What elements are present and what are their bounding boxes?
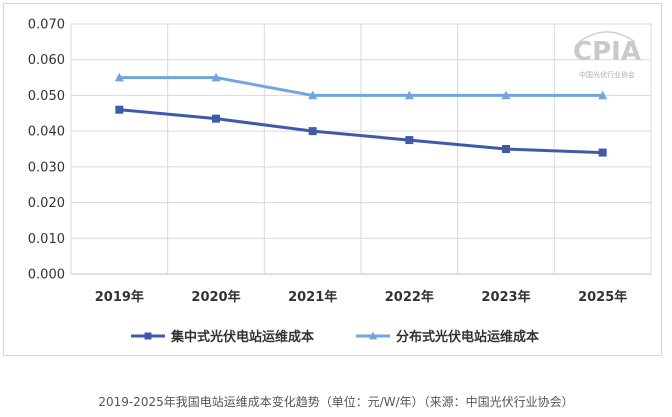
series-line	[119, 76, 603, 97]
y-tick-label: 0.050	[28, 89, 65, 104]
y-tick-label: 0.060	[28, 53, 65, 68]
y-tick-label: 0.020	[28, 196, 65, 211]
cpia-logo: CPIA 中国光伏行业协会	[573, 31, 641, 79]
triangle-marker	[211, 72, 221, 82]
y-tick-label: 0.010	[28, 232, 65, 247]
figure-caption: 2019-2025年我国电站运维成本变化趋势（单位：元/W/年）（来源：中国光伏…	[98, 395, 574, 409]
y-tick-label: 0.070	[28, 18, 65, 33]
logo-arc-icon	[578, 31, 636, 43]
square-marker	[308, 127, 317, 136]
line-chart: 0.000 0.010 0.020 0.030 0.040 0.050 0.060 0.070…	[28, 18, 652, 345]
logo-subtitle: 中国光伏行业协会	[579, 70, 635, 79]
triangle-marker	[404, 90, 414, 100]
triangle-marker	[308, 90, 318, 100]
triangle-marker	[598, 90, 608, 100]
x-tick-label: 2019年	[95, 289, 144, 305]
series-line	[119, 108, 603, 155]
legend-item-1: 集中式光伏电站运维成本	[131, 329, 314, 345]
square-marker	[212, 114, 220, 123]
y-tick-label: 0.040	[28, 125, 65, 140]
legend: 集中式光伏电站运维成本 分布式光伏电站运维成本	[131, 329, 539, 345]
chart-frame: 0.000 0.010 0.020 0.030 0.040 0.050 0.060 0.070…	[3, 3, 662, 356]
gridlines	[70, 23, 652, 275]
x-tick-label: 2021年	[288, 289, 337, 305]
y-axis-ticks: 0.000 0.010 0.020 0.030 0.040 0.050 0.060 0.070	[28, 18, 65, 283]
x-tick-label: 2023年	[481, 289, 530, 305]
y-tick-label: 0.000	[28, 268, 65, 283]
legend-label: 集中式光伏电站运维成本	[170, 329, 314, 345]
square-marker	[598, 148, 607, 157]
logo-name: CPIA	[573, 37, 641, 67]
square-marker	[405, 136, 414, 145]
triangle-marker	[501, 90, 511, 100]
square-marker	[502, 145, 510, 153]
triangle-marker	[114, 72, 124, 82]
legend-label: 分布式光伏电站运维成本	[396, 329, 539, 345]
y-tick-label: 0.030	[28, 160, 65, 175]
x-tick-label: 2020年	[191, 289, 240, 305]
x-tick-label: 2025年	[578, 289, 627, 305]
series-2	[114, 72, 608, 100]
data-series	[114, 72, 608, 157]
series-1	[115, 105, 607, 157]
triangle-marker	[369, 331, 377, 340]
legend-item-2: 分布式光伏电站运维成本	[356, 329, 539, 345]
x-axis-ticks: 2019年 2020年 2021年 2022年 2023年 2025年	[95, 289, 628, 305]
square-marker	[115, 105, 124, 114]
x-tick-label: 2022年	[385, 289, 434, 305]
square-marker	[144, 332, 152, 340]
